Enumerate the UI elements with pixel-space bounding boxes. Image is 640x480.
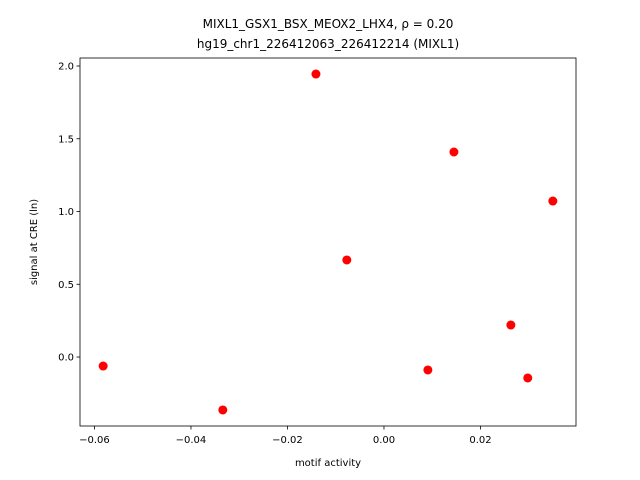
x-axis-label: motif activity: [295, 458, 361, 469]
y-tick-label: 2.0: [58, 62, 74, 73]
chart-subtitle: hg19_chr1_226412063_226412214 (MIXL1): [197, 37, 459, 51]
y-tick-label: 0.5: [58, 280, 74, 291]
point: [449, 147, 459, 157]
y-tick-label: 1.0: [58, 207, 74, 218]
x-tick-label: −0.06: [79, 435, 110, 446]
point: [548, 196, 558, 206]
point: [423, 365, 433, 375]
point: [506, 320, 516, 330]
x-tick-label: 0.02: [469, 435, 491, 446]
x-tick-label: −0.04: [176, 435, 207, 446]
point: [311, 69, 321, 79]
chart-title: MIXL1_GSX1_BSX_MEOX2_LHX4, ρ = 0.20: [203, 17, 454, 31]
plot-frame: [79, 57, 577, 427]
x-tick-label: 0.00: [373, 435, 395, 446]
y-tick-label: 0.0: [58, 353, 74, 364]
x-tick-label: −0.02: [272, 435, 303, 446]
point: [218, 405, 228, 415]
point: [342, 255, 352, 265]
y-tick-label: 1.5: [58, 134, 74, 145]
point: [523, 373, 533, 383]
y-axis-label: signal at CRE (ln): [29, 199, 40, 285]
point: [98, 361, 108, 371]
